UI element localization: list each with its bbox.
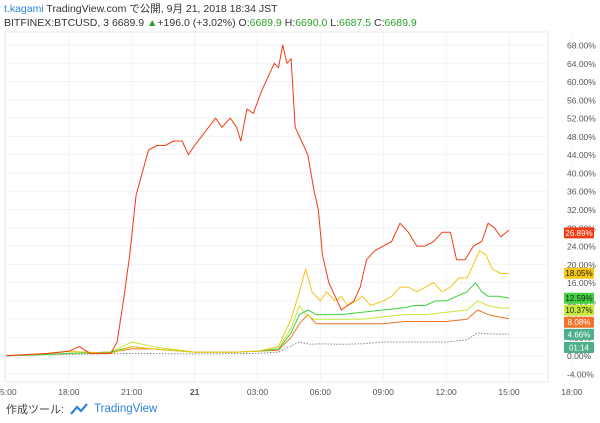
high-label: H: [284,17,296,29]
badge-label: 4.66% [568,330,591,339]
tradingview-logo-icon [70,403,88,415]
y-tick-label: 68.00% [567,41,596,51]
y-tick-label: 24.00% [567,242,596,252]
x-tick-label: 12:00 [436,387,458,397]
low-value: 6687.5 [339,17,372,29]
author-link[interactable]: t.kagami [4,3,44,15]
y-tick-label: 44.00% [567,150,596,160]
price-badge: 8.08% [564,316,594,328]
x-tick-label: 15:00 [498,387,520,397]
y-tick-label: 20.00% [567,260,596,270]
close-value: 6689.9 [384,17,417,29]
y-tick-label: 40.00% [567,168,596,178]
x-tick-label: 09:00 [373,387,395,397]
x-tick-label: 03:00 [247,387,269,397]
up-arrow-icon: ▲ [146,17,158,29]
y-tick-label: 60.00% [567,77,596,87]
footer: 作成ツール: TradingView [6,401,157,417]
y-tick-label: 0.00% [567,351,592,361]
symbol-label[interactable]: BITFINEX:BTCUSD, 3 [4,17,110,29]
price-badge: 12.59% [564,292,594,304]
y-tick-label: 36.00% [567,187,596,197]
series-line [5,309,510,357]
price-change: +196.0 (+3.02%) [157,17,236,29]
price-badge: 4.66% [564,328,594,340]
y-axis: 68.00% 64.00% 60.00% 56.00% 52.00% 48.00% 44.0… [567,41,596,380]
x-tick-label: 15:00 [0,387,17,397]
open-value: 6689.9 [249,17,282,29]
last-price: 6689.9 [111,17,145,29]
y-tick-label: 16.00% [567,278,596,288]
badge-label: 18.05% [565,269,592,278]
tradingview-brand[interactable]: TradingView [94,403,158,415]
y-tick-label: 48.00% [567,132,596,142]
y-tick-label: 64.00% [567,59,596,69]
y-tick-label: -4.00% [567,370,594,380]
high-value: 6690.0 [295,17,328,29]
made-with-label: 作成ツール: [6,404,65,416]
chart-header: t.kagami TradingView.com で公開, 9月 21, 201… [4,2,278,16]
price-badges: 26.89% 18.05% 12.59% 10.37% 8.08% 4.66% 01:14 [564,227,594,353]
x-tick-label: 18:00 [561,387,583,397]
grid-lines [4,31,573,383]
price-badge: 01:14 [564,341,594,353]
plot-frame [4,31,549,383]
series-line [5,250,509,357]
x-tick-label: 06:00 [310,387,332,397]
y-tick-label: 32.00% [567,205,596,215]
y-tick-label: 52.00% [567,114,596,124]
x-tick-label: 21:00 [121,387,143,397]
badge-label: 01:14 [569,343,590,352]
price-badge: 18.05% [564,267,594,279]
price-badge: 10.37% [564,304,594,316]
price-badge: 26.89% [564,227,594,239]
series-line [5,44,510,357]
published-info: TradingView.com で公開, 9月 21, 2018 18:34 J… [43,3,278,15]
x-tick-label: 21 [190,387,200,397]
x-axis: 15:00 18:00 21:00 21 03:00 06:00 09:00 12:00 15:… [0,387,583,397]
low-label: L: [330,17,339,29]
close-label: C: [374,17,385,29]
y-tick-label: 56.00% [567,95,596,105]
series-line [5,300,510,357]
open-label: O: [238,17,250,29]
series-lines [5,44,510,357]
badge-label: 10.37% [565,306,592,315]
x-tick-label: 18:00 [58,387,80,397]
badge-label: 26.89% [565,229,592,238]
badge-label: 8.08% [568,318,591,327]
ohlc-legend: BITFINEX:BTCUSD, 3 6689.9 ▲+196.0 (+3.02… [4,16,417,30]
badge-label: 12.59% [565,294,592,303]
